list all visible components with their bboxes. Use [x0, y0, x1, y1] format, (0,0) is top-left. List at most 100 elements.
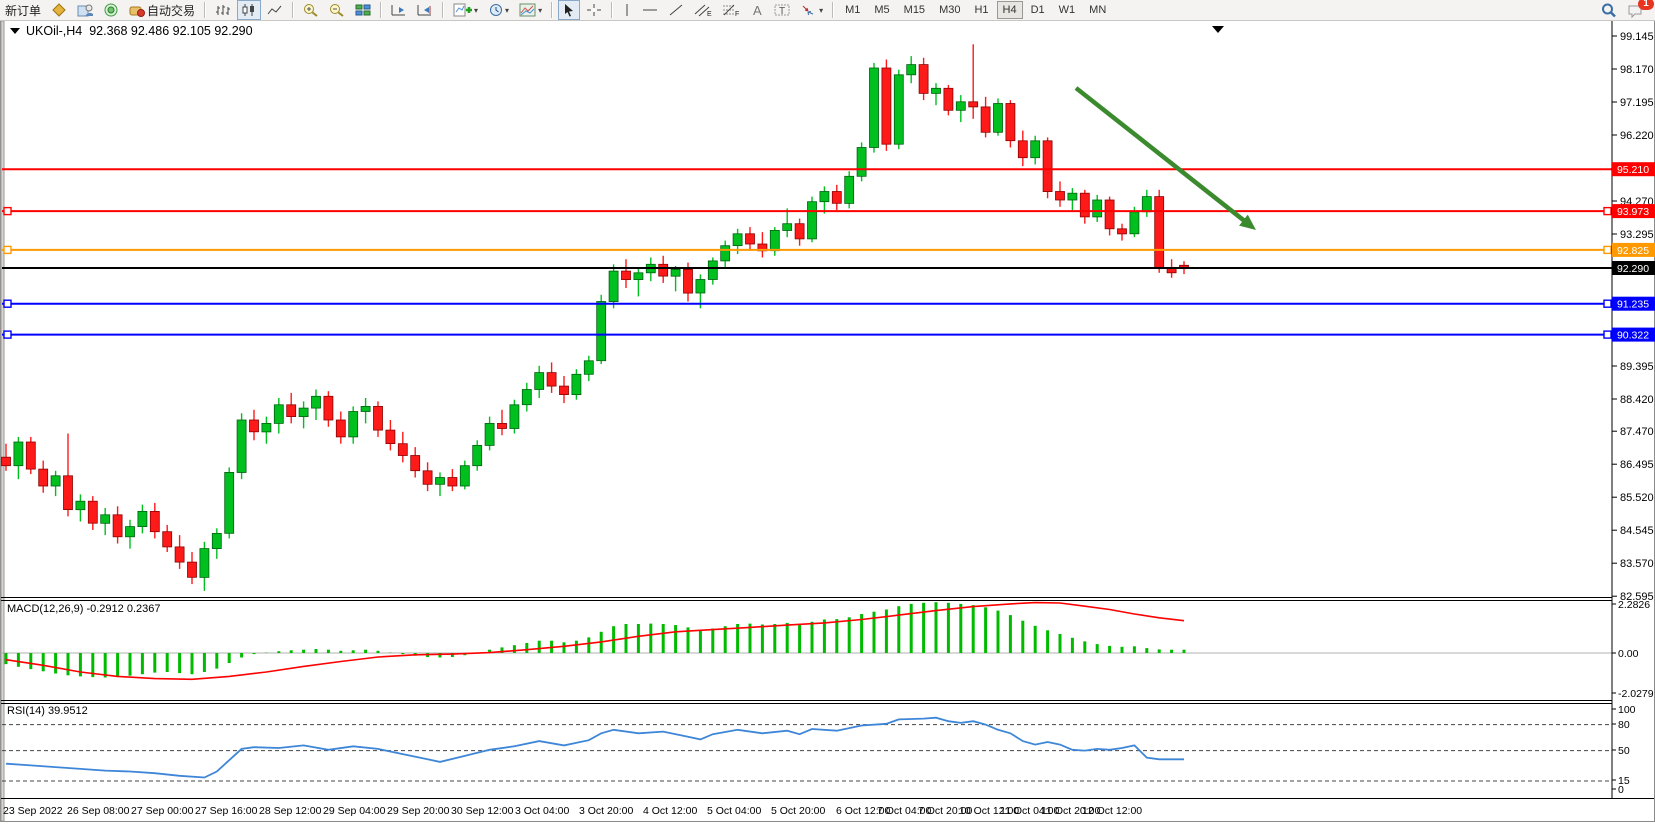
macd-pane: MACD(12,26,9) -0.2912 0.2367: [2, 601, 1612, 681]
svg-text:87.470: 87.470: [1620, 426, 1654, 438]
timeframe-W1[interactable]: W1: [1058, 4, 1076, 16]
timeframe-MN[interactable]: MN: [1089, 4, 1107, 16]
symbol-dropdown-icon[interactable]: [10, 28, 20, 34]
svg-text:28 Sep 12:00: 28 Sep 12:00: [259, 805, 322, 817]
svg-text:96.220: 96.220: [1620, 130, 1654, 142]
svg-text:89.395: 89.395: [1620, 361, 1654, 373]
svg-text:27 Sep 16:00: 27 Sep 16:00: [195, 805, 258, 817]
svg-text:UKOil-,H4 92.368 92.486 92.10: UKOil-,H4 92.368 92.486 92.105 92.290: [26, 24, 253, 38]
autotrade-button[interactable]: 自动交易: [125, 0, 199, 20]
vertical-line-icon[interactable]: [618, 0, 636, 20]
time-axis[interactable]: 23 Sep 2022 26 Sep 08:00 27 Sep 00:00 27 Se…: [3, 805, 1142, 817]
svg-text:F: F: [735, 11, 739, 17]
svg-text:7 Oct 04:00: 7 Oct 04:00: [877, 805, 931, 817]
svg-text:85.520: 85.520: [1620, 492, 1654, 504]
svg-text:2.2826: 2.2826: [1618, 599, 1650, 611]
notifications-chat-icon[interactable]: 1: [1623, 0, 1654, 20]
candlestick-chart-icon[interactable]: [237, 0, 262, 20]
svg-text:3 Oct 04:00: 3 Oct 04:00: [515, 805, 569, 817]
price-tag-90.322: [1612, 327, 1655, 342]
equidistant-channel-icon[interactable]: E: [690, 0, 716, 20]
line-marker[interactable]: [1603, 299, 1612, 308]
search-icon[interactable]: [1597, 0, 1621, 20]
template-icon[interactable]: ▾: [515, 0, 546, 20]
signal-icon[interactable]: [99, 0, 123, 20]
svg-text:88.420: 88.420: [1620, 394, 1654, 406]
svg-text:86.495: 86.495: [1620, 459, 1654, 471]
timeframe-M1[interactable]: M1: [845, 4, 861, 16]
price-axis[interactable]: 99.14598.17097.19596.22094.27093.29589.3…: [1611, 21, 1655, 798]
svg-text:12 Oct 12:00: 12 Oct 12:00: [1082, 805, 1142, 817]
svg-text:30 Sep 12:00: 30 Sep 12:00: [451, 805, 514, 817]
timeframe-M30[interactable]: M30: [939, 4, 961, 16]
arrows-shapes-icon[interactable]: ▾: [796, 0, 827, 20]
chart-title: UKOil-,H4 92.368 92.486 92.105 92.290: [10, 24, 253, 38]
svg-text:93.295: 93.295: [1620, 229, 1654, 241]
zoom-out-icon[interactable]: [325, 0, 349, 20]
new-order-button[interactable]: 新订单: [1, 0, 45, 20]
line-chart-icon[interactable]: [263, 0, 287, 20]
new-order-label: 新订单: [5, 3, 42, 18]
svg-text:93.973: 93.973: [1617, 206, 1649, 218]
tile-windows-icon[interactable]: [351, 0, 375, 20]
new-chart-icon[interactable]: ▾: [449, 0, 482, 20]
auto-scroll-icon[interactable]: [387, 0, 411, 20]
text-icon[interactable]: A: [746, 0, 768, 20]
svg-text:5 Oct 20:00: 5 Oct 20:00: [771, 805, 825, 817]
line-marker[interactable]: [1603, 245, 1612, 255]
fibonacci-icon[interactable]: F: [718, 0, 744, 20]
svg-text:11 Oct 04:00: 11 Oct 04:00: [1000, 805, 1060, 817]
svg-text:92.290: 92.290: [1617, 263, 1649, 275]
rsi-pane: RSI(14) 39.9512: [2, 705, 1612, 782]
chart-canvas[interactable]: UKOil-,H4 92.368 92.486 92.105 92.290 MAC…: [0, 20, 1655, 822]
bar-chart-icon[interactable]: [211, 0, 235, 20]
svg-text:29 Sep 20:00: 29 Sep 20:00: [387, 805, 450, 817]
period-clock-icon[interactable]: ▾: [484, 0, 513, 20]
timeframe-H4[interactable]: H4: [996, 1, 1023, 19]
timeframe-M5[interactable]: M5: [874, 4, 890, 16]
price-tag-91.235: [1612, 296, 1655, 311]
line-marker[interactable]: [1603, 206, 1612, 216]
svg-text:7 Oct 20:00: 7 Oct 20:00: [918, 805, 972, 817]
svg-text:11 Oct 20:00: 11 Oct 20:00: [1041, 805, 1101, 817]
svg-text:99.145: 99.145: [1620, 31, 1654, 43]
line-marker[interactable]: [3, 299, 12, 308]
timeframe-M15[interactable]: M15: [903, 4, 926, 16]
zoom-in-icon[interactable]: [299, 0, 323, 20]
svg-text:-2.0279: -2.0279: [1618, 688, 1654, 700]
timeframe-H1[interactable]: H1: [974, 4, 989, 16]
svg-text:50: 50: [1618, 745, 1630, 757]
cursor-icon[interactable]: [558, 0, 581, 20]
line-marker[interactable]: [3, 245, 12, 255]
chart-shift-icon[interactable]: [413, 0, 437, 20]
line-marker[interactable]: [3, 330, 12, 339]
trend-arrow[interactable]: [1074, 86, 1256, 230]
svg-text:98.170: 98.170: [1620, 64, 1654, 76]
timeframe-group: M1 M5 M15 M30 H1 H4 D1 W1 MN: [838, 0, 1113, 20]
svg-text:27 Sep 00:00: 27 Sep 00:00: [131, 805, 194, 817]
chart-shift-marker[interactable]: [1212, 26, 1224, 33]
svg-text:0: 0: [1618, 784, 1624, 796]
symbols-icon[interactable]: [47, 0, 71, 20]
svg-text:T: T: [779, 6, 785, 17]
svg-text:0.00: 0.00: [1618, 648, 1639, 660]
svg-text:6 Oct 12:00: 6 Oct 12:00: [836, 805, 890, 817]
timeframe-D1[interactable]: D1: [1030, 4, 1045, 16]
profile-icon[interactable]: [73, 0, 97, 20]
autotrade-label: 自动交易: [147, 3, 196, 18]
trendline-icon[interactable]: [664, 0, 688, 20]
line-marker[interactable]: [3, 206, 12, 216]
svg-text:97.195: 97.195: [1620, 97, 1654, 109]
svg-text:83.570: 83.570: [1620, 558, 1654, 570]
crosshair-icon[interactable]: [582, 0, 606, 20]
svg-text:4 Oct 12:00: 4 Oct 12:00: [643, 805, 697, 817]
notification-badge: 1: [1638, 0, 1654, 10]
svg-text:29 Sep 04:00: 29 Sep 04:00: [323, 805, 386, 817]
top-toolbar: 新订单 自动交易: [0, 0, 1655, 21]
price-tag-95.21: [1612, 162, 1655, 177]
horizontal-line-icon[interactable]: [638, 0, 662, 20]
line-marker[interactable]: [1603, 330, 1612, 339]
svg-text:82.595: 82.595: [1620, 591, 1654, 603]
text-label-icon[interactable]: T: [770, 0, 794, 20]
svg-text:92.825: 92.825: [1617, 245, 1649, 257]
